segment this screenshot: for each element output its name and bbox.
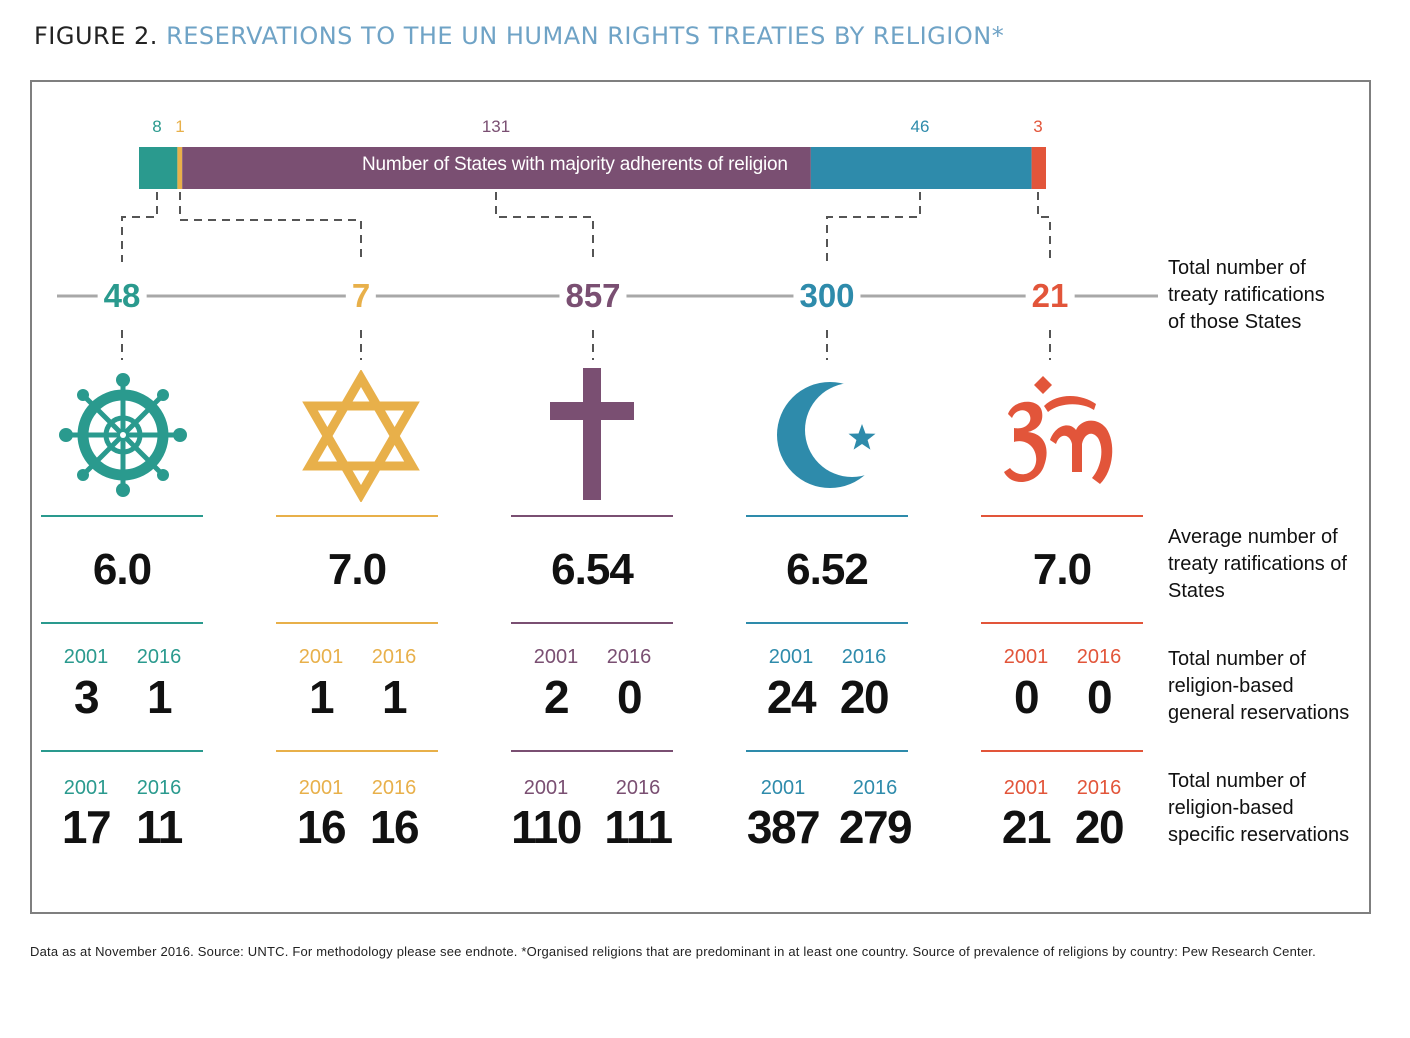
connector-hinduism (1037, 192, 1051, 360)
general-2001-islam: 24 (766, 671, 817, 723)
footnote: Data as at November 2016. Source: UNTC. … (30, 944, 1316, 959)
specific-year-2001-judaism: 2001 (298, 777, 344, 799)
bar-segment-hinduism (1031, 147, 1046, 189)
general-2001-hinduism: 0 (1013, 671, 1040, 723)
general-year-2016-hinduism: 2016 (1076, 646, 1122, 668)
average-islam: 6.52 (786, 545, 869, 594)
general-year-2001-buddhism: 2001 (63, 646, 109, 668)
specific-year-2001-hinduism: 2001 (1003, 777, 1049, 799)
rule-mid-christianity (511, 622, 673, 624)
bar-segment-buddhism (139, 147, 178, 189)
total-ratifications-islam: 300 (793, 276, 861, 316)
specific-2001-christianity: 110 (511, 801, 582, 853)
specific-year-2016-islam: 2016 (852, 777, 898, 799)
states-count-buddhism: 8 (152, 117, 162, 136)
specific-2016-judaism: 16 (369, 801, 420, 853)
specific-year-2016-hinduism: 2016 (1076, 777, 1122, 799)
average-hinduism: 7.0 (1032, 545, 1092, 594)
general-2016-hinduism: 0 (1086, 671, 1113, 723)
rule-mid-judaism (276, 622, 438, 624)
total-ratifications-judaism: 7 (345, 276, 377, 316)
bar-segment-islam (810, 147, 1032, 189)
states-count-christianity: 131 (481, 117, 511, 136)
average-buddhism: 6.0 (92, 545, 152, 594)
connector-buddhism (121, 192, 158, 360)
rule-mid-buddhism (41, 622, 203, 624)
rule-mid-hinduism (981, 622, 1143, 624)
rule-low-christianity (511, 750, 673, 752)
general-year-2016-judaism: 2016 (371, 646, 417, 668)
figure-frame (30, 80, 1371, 914)
label-average-ratifications: Average number of treaty ratifications o… (1168, 526, 1347, 602)
rule-top-christianity (511, 515, 673, 517)
general-year-2001-judaism: 2001 (298, 646, 344, 668)
specific-year-2016-christianity: 2016 (615, 777, 661, 799)
specific-year-2001-christianity: 2001 (523, 777, 569, 799)
figure-heading: RESERVATIONS TO THE UN HUMAN RIGHTS TREA… (166, 22, 1005, 50)
rule-mid-islam (746, 622, 908, 624)
specific-2016-hinduism: 20 (1074, 801, 1125, 853)
rule-low-hinduism (981, 750, 1143, 752)
figure-title: FIGURE 2. RESERVATIONS TO THE UN HUMAN R… (34, 22, 1004, 50)
bar-caption: Number of States with majority adherents… (362, 154, 788, 175)
dharma-wheel-icon (59, 373, 187, 497)
specific-2016-buddhism: 11 (136, 801, 183, 853)
crescent-star-icon (777, 382, 892, 488)
connector-christianity (495, 192, 594, 360)
rule-low-islam (746, 750, 908, 752)
specific-2001-islam: 387 (746, 801, 821, 853)
specific-2001-hinduism: 21 (1001, 801, 1052, 853)
bar-segment-judaism (177, 147, 183, 189)
general-2016-christianity: 0 (616, 671, 643, 723)
rule-top-islam (746, 515, 908, 517)
label-general-reservations: Total number of religion-based general r… (1168, 648, 1350, 724)
label-specific-reservations: Total number of religion-based specific … (1168, 770, 1350, 846)
specific-2001-judaism: 16 (296, 801, 347, 853)
average-christianity: 6.54 (551, 545, 634, 594)
general-year-2016-islam: 2016 (841, 646, 887, 668)
rule-top-judaism (276, 515, 438, 517)
total-ratifications-hinduism: 21 (1025, 276, 1075, 316)
rule-top-buddhism (41, 515, 203, 517)
states-count-judaism: 1 (175, 117, 185, 136)
general-2016-islam: 20 (839, 671, 890, 723)
om-icon (1004, 376, 1113, 484)
general-year-2016-christianity: 2016 (606, 646, 652, 668)
specific-year-2001-islam: 2001 (760, 777, 806, 799)
specific-year-2016-buddhism: 2016 (136, 777, 182, 799)
connector-islam (826, 192, 921, 360)
states-count-hinduism: 3 (1033, 117, 1043, 136)
rule-low-judaism (276, 750, 438, 752)
general-year-2001-hinduism: 2001 (1003, 646, 1049, 668)
general-year-2001-islam: 2001 (768, 646, 814, 668)
general-2001-judaism: 1 (308, 671, 335, 723)
label-total-ratifications: Total number of treaty ratifications of … (1168, 257, 1325, 333)
general-2016-buddhism: 1 (146, 671, 173, 723)
star-of-david-icon (302, 370, 420, 502)
specific-2001-buddhism: 17 (61, 801, 112, 853)
states-count-islam: 46 (910, 117, 930, 136)
total-ratifications-christianity: 857 (559, 276, 627, 316)
specific-year-2001-buddhism: 2001 (63, 777, 109, 799)
rule-top-hinduism (981, 515, 1143, 517)
average-judaism: 7.0 (327, 545, 387, 594)
specific-2016-islam: 279 (838, 801, 913, 853)
general-2001-christianity: 2 (543, 671, 570, 723)
general-2001-buddhism: 3 (73, 671, 100, 723)
bar-segment-christianity (182, 147, 811, 189)
connector-judaism (179, 192, 362, 360)
figure-number: FIGURE 2. (34, 22, 158, 50)
specific-2016-christianity: 111 (604, 801, 673, 853)
general-year-2001-christianity: 2001 (533, 646, 579, 668)
general-year-2016-buddhism: 2016 (136, 646, 182, 668)
total-ratifications-buddhism: 48 (97, 276, 147, 316)
general-2016-judaism: 1 (381, 671, 408, 723)
cross-icon (550, 368, 634, 500)
rule-low-buddhism (41, 750, 203, 752)
specific-year-2016-judaism: 2016 (371, 777, 417, 799)
